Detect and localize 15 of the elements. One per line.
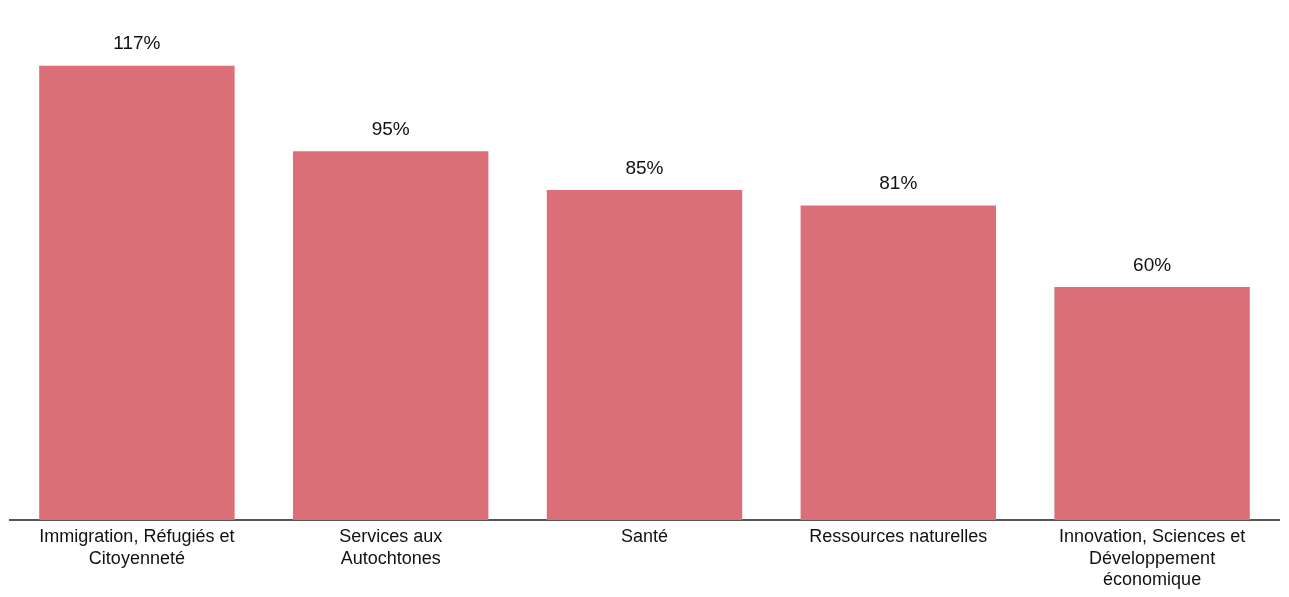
data-label: 117%: [113, 32, 161, 54]
x-tick-label: Immigration, Réfugiés et Citoyenneté: [39, 525, 235, 568]
bar: [800, 205, 997, 521]
data-label: 81%: [879, 172, 918, 194]
bar: [292, 151, 489, 521]
bar: [1054, 287, 1250, 521]
bar: [39, 65, 235, 521]
x-tick-label: Innovation, Sciences et Développement économique: [1059, 525, 1246, 590]
data-label: 60%: [1133, 253, 1172, 275]
x-tick-label: Services aux Autochtones: [339, 525, 443, 568]
x-tick-label: Ressources naturelles: [809, 525, 988, 546]
data-label: 95%: [371, 117, 410, 139]
data-label: 85%: [625, 156, 664, 178]
x-tick-label: Santé: [620, 525, 669, 546]
bar: [546, 189, 743, 521]
